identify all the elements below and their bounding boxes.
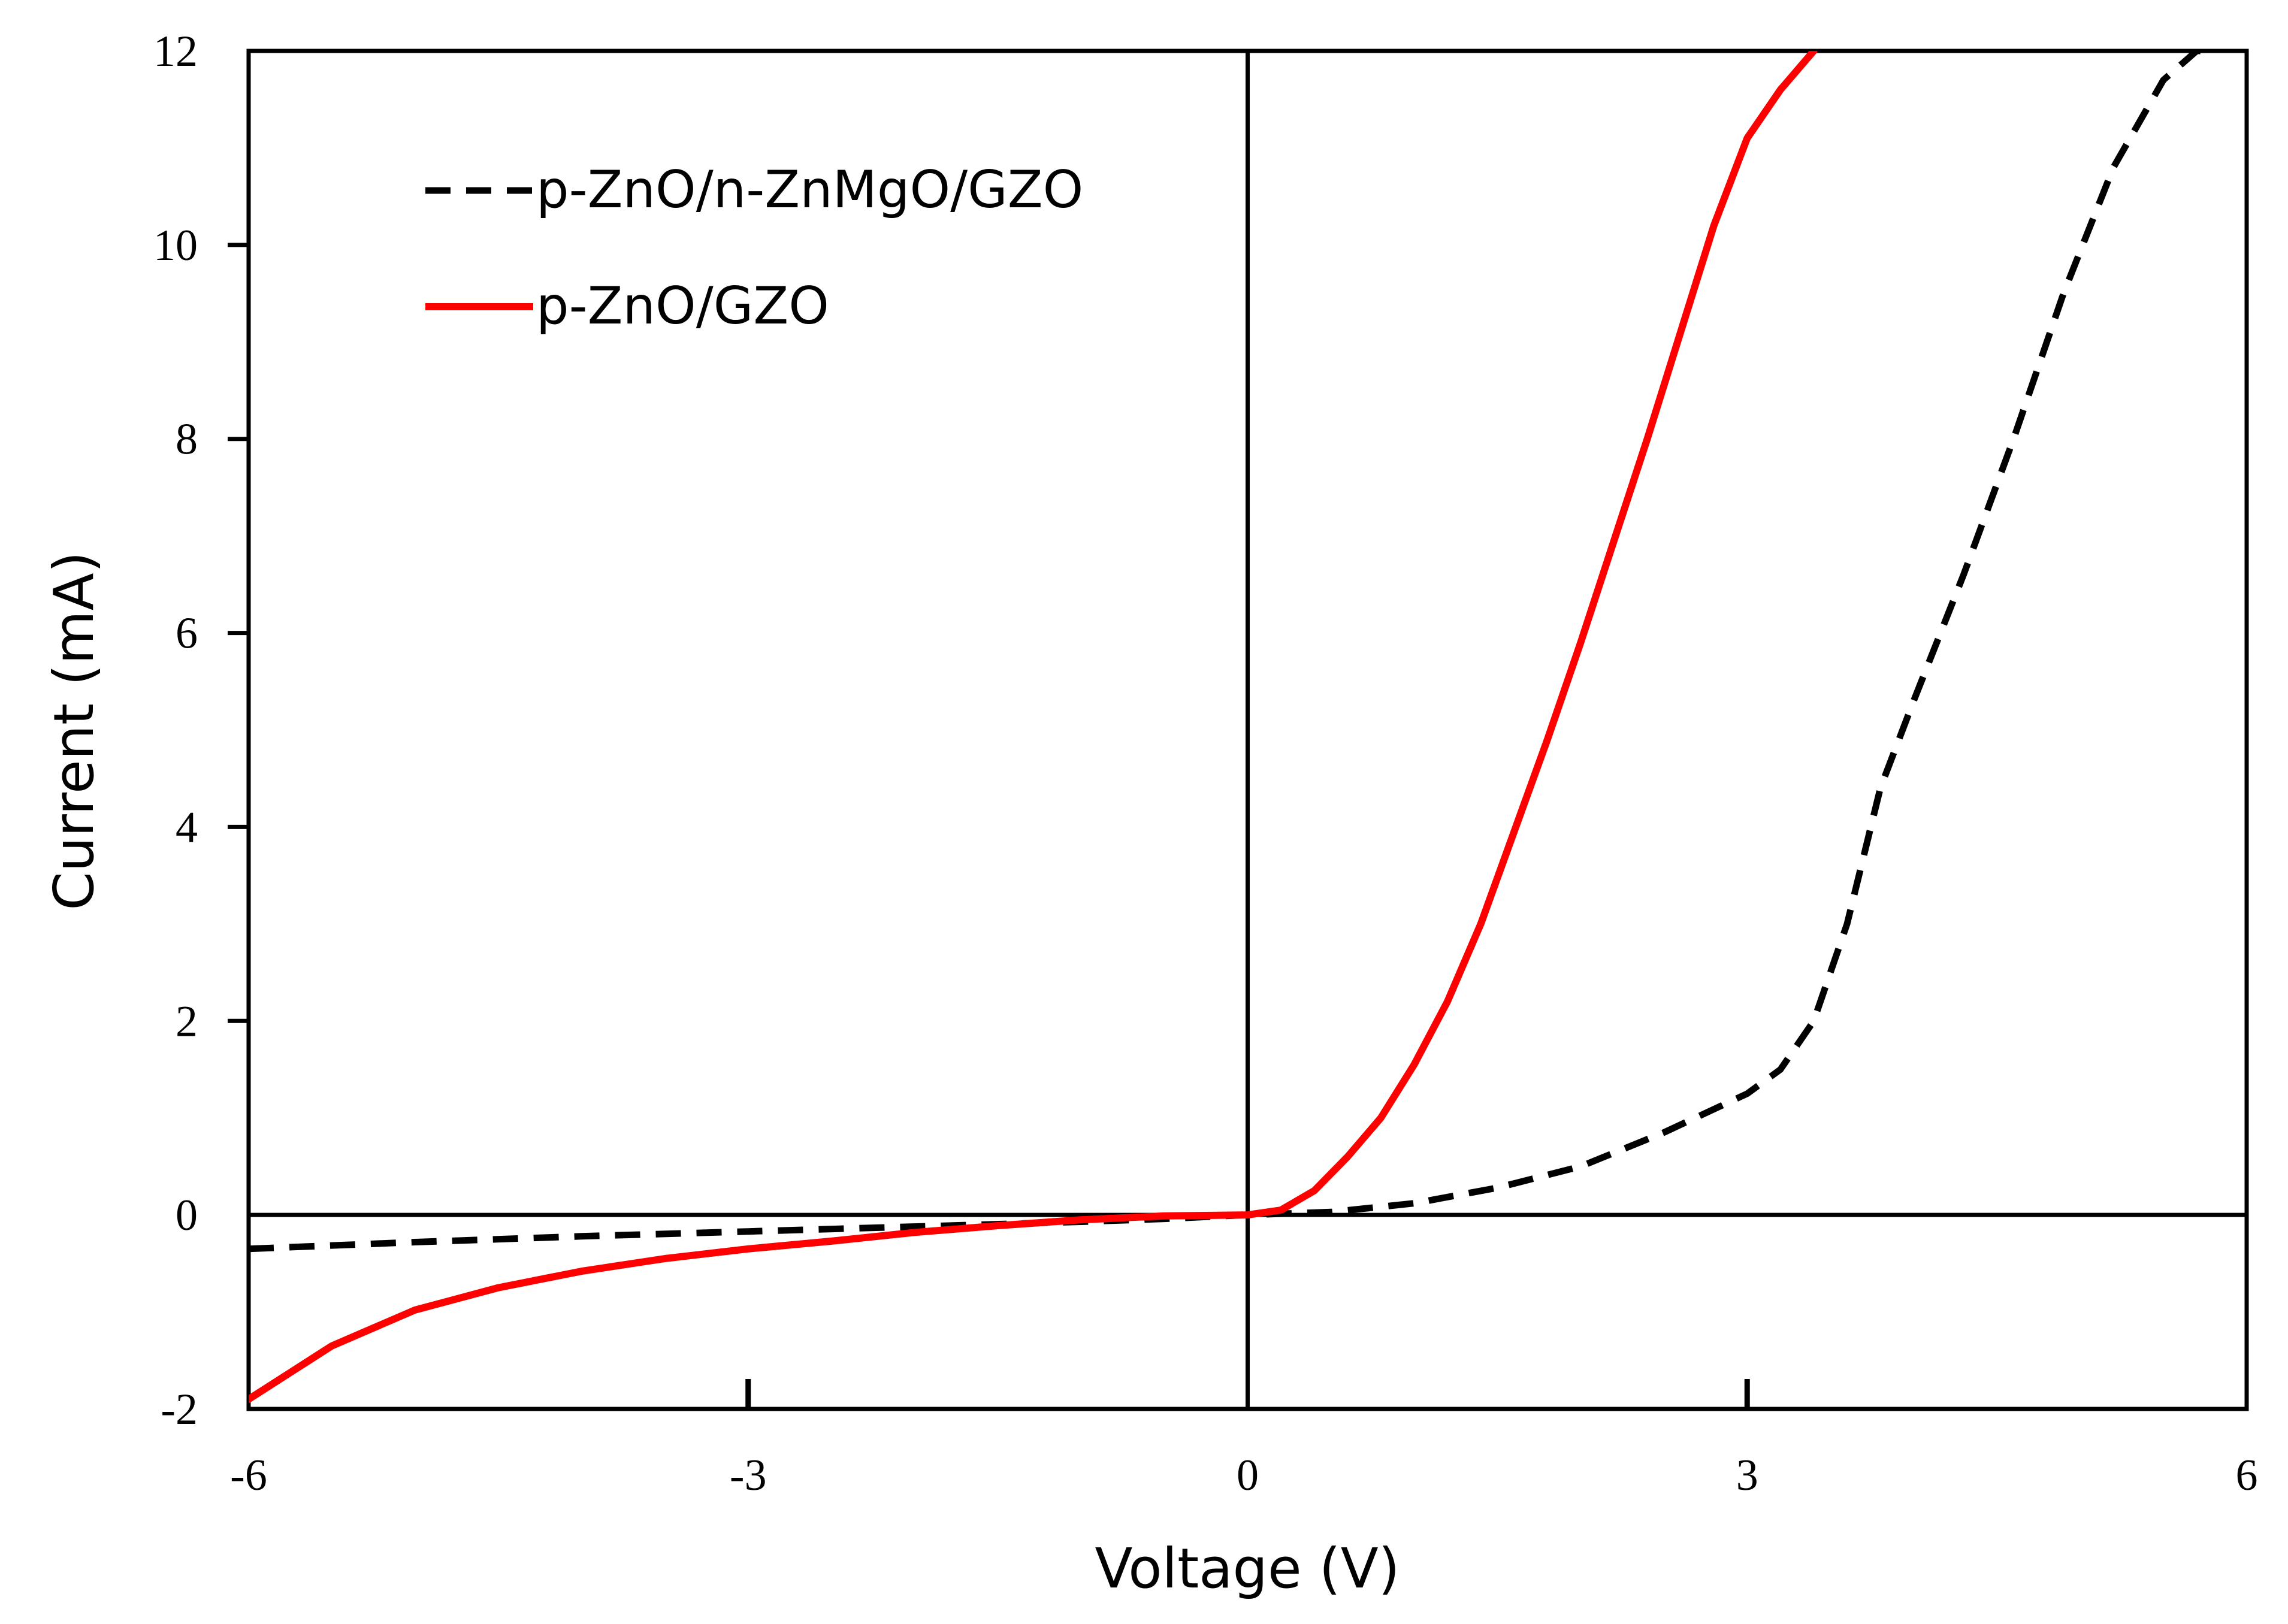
y-tick-label: 8: [176, 415, 198, 464]
x-tick-label: 6: [2236, 1451, 2258, 1500]
x-tick-label: -6: [230, 1451, 267, 1500]
y-tick-label: 10: [153, 221, 198, 270]
y-tick-label: 4: [176, 803, 198, 852]
y-tick-label: 6: [176, 609, 198, 658]
series-line-0: [249, 51, 2214, 1253]
legend: p-ZnO/n-ZnMgO/GZO p-ZnO/GZO: [425, 160, 1083, 336]
y-ticks: -2 0 2 4 6 8 10 12: [153, 27, 249, 1434]
series-layer: [249, 51, 2214, 1403]
x-tick-label: 3: [1736, 1451, 1758, 1500]
y-axis-title: Current (mA): [42, 551, 106, 910]
y-tick-label: -2: [161, 1385, 198, 1434]
legend-label-p-zno-n-znmgo-gzo: p-ZnO/n-ZnMgO/GZO: [536, 160, 1083, 220]
y-tick-label: 2: [176, 997, 198, 1046]
x-ticks: -6 -3 0 3 6: [230, 1379, 2258, 1500]
series-line-1: [249, 51, 1818, 1403]
x-tick-label: 0: [1237, 1451, 1259, 1500]
y-tick-label: 12: [153, 27, 198, 76]
legend-label-p-zno-gzo: p-ZnO/GZO: [536, 276, 829, 336]
x-axis-title: Voltage (V): [1095, 1537, 1400, 1601]
x-tick-label: -3: [730, 1451, 767, 1500]
y-tick-label: 0: [176, 1191, 198, 1240]
